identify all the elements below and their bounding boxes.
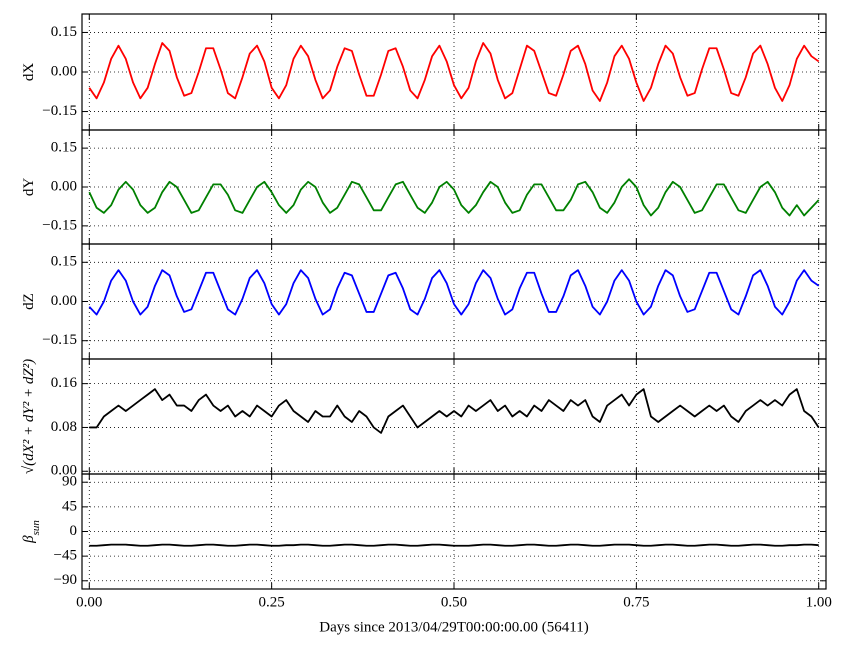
y-tick-label: 45	[62, 498, 77, 514]
y-axis-label-sub: sun	[30, 520, 42, 536]
data-line	[88, 178, 820, 217]
y-tick-label: 0.15	[51, 254, 77, 270]
x-tick-label: 0.50	[441, 594, 467, 610]
y-axis-label-text: β	[21, 535, 37, 544]
y-tick-label: 0.00	[51, 463, 77, 479]
data-line	[88, 269, 820, 316]
axes-frame	[81, 473, 827, 590]
y-tick-label: 0	[70, 523, 78, 539]
data-line	[88, 42, 820, 102]
y-tick-label: 0.00	[51, 293, 77, 309]
x-axis-label: Days since 2013/04/29T00:00:00.00 (56411…	[319, 619, 588, 635]
y-axis-label: dZ	[21, 293, 37, 310]
y-axis-label: √(dX² + dY² + dZ²)	[21, 359, 37, 474]
y-axis-label-text: √(dX² + dY² + dZ²)	[21, 359, 37, 474]
y-tick-label: 0.15	[51, 24, 77, 40]
x-tick-label: 1.00	[806, 594, 832, 610]
y-tick-label: −45	[54, 548, 77, 564]
y-tick-label: 0.08	[51, 419, 77, 435]
y-axis-label: βsun	[21, 520, 41, 544]
x-tick-label: 0.75	[623, 594, 649, 610]
x-tick-label: 0.25	[259, 594, 285, 610]
y-tick-label: −0.15	[42, 217, 77, 233]
y-axis-label-text: dX	[21, 63, 37, 82]
y-tick-label: 0.15	[51, 140, 77, 156]
y-tick-label: −0.15	[42, 103, 77, 119]
data-line	[89, 543, 819, 547]
y-axis-label: dX	[21, 63, 37, 82]
y-axis-label: dY	[21, 178, 37, 197]
y-axis-label-text: dY	[21, 178, 37, 197]
y-tick-label: 0.00	[51, 178, 77, 194]
data-line	[89, 388, 820, 434]
x-tick-label: 0.00	[76, 594, 102, 610]
y-tick-label: 0.16	[51, 375, 78, 391]
y-tick-label: −90	[54, 572, 77, 588]
y-axis-label-text: dZ	[21, 293, 37, 310]
y-tick-label: −0.15	[42, 332, 77, 348]
y-tick-label: 0.00	[51, 63, 77, 79]
y-tick-label: 90	[62, 474, 77, 490]
